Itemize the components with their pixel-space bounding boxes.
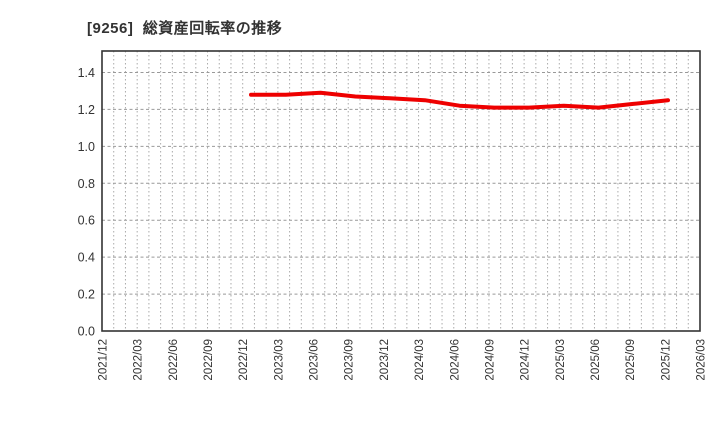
x-tick-label: 2023/09 <box>344 339 356 381</box>
x-tick-label: 2021/12 <box>98 339 110 381</box>
y-tick-label: 0.4 <box>78 251 95 265</box>
x-tick-label: 2022/09 <box>203 339 215 381</box>
chart-title: [9256] 総資産回転率の推移 <box>87 20 283 37</box>
x-tick-label: 2024/12 <box>520 339 532 381</box>
x-tick-label: 2023/03 <box>273 339 285 381</box>
x-tick-label: 2022/06 <box>168 339 180 381</box>
x-tick-label: 2023/06 <box>309 339 321 381</box>
y-tick-label: 0.8 <box>78 177 95 191</box>
x-tick-label: 2025/09 <box>625 339 637 381</box>
y-tick-label: 1.4 <box>78 66 95 80</box>
x-tick-label: 2024/09 <box>484 339 496 381</box>
x-tick-label: 2025/12 <box>660 339 672 381</box>
series-line-total-asset-turnover <box>249 90 670 110</box>
y-tick-label: 0.6 <box>78 214 95 228</box>
x-tick-label: 2025/06 <box>590 339 602 381</box>
x-tick-label: 2026/03 <box>696 339 708 381</box>
x-tick-label: 2025/03 <box>555 339 567 381</box>
y-tick-label: 0.2 <box>78 288 95 302</box>
y-tick-label: 1.0 <box>78 140 95 154</box>
plot-frame <box>101 50 701 332</box>
x-tick-label: 2024/03 <box>414 339 426 381</box>
x-tick-label: 2022/12 <box>238 339 250 381</box>
x-tick-label: 2024/06 <box>449 339 461 381</box>
y-tick-label: 1.2 <box>78 103 95 117</box>
y-tick-label: 0.0 <box>78 325 95 339</box>
x-tick-label: 2022/03 <box>133 339 145 381</box>
x-tick-label: 2023/12 <box>379 339 391 381</box>
